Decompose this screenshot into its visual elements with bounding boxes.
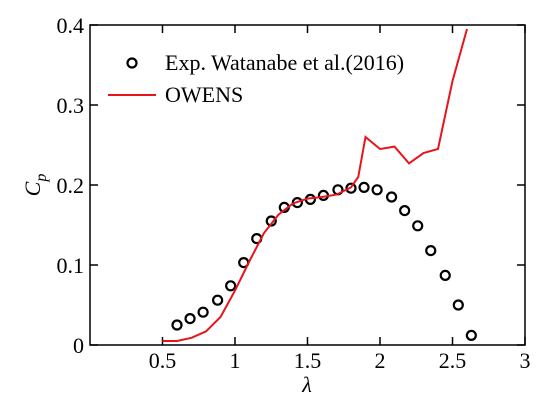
y-axis-label: Cp	[20, 174, 50, 197]
x-tick-label: 2.5	[439, 348, 467, 373]
x-axis-label: λ	[301, 372, 312, 397]
plot-area	[162, 28, 477, 342]
y-tick-label: 0.1	[57, 253, 85, 278]
x-tick-label: 1.5	[294, 348, 322, 373]
legend-label: OWENS	[165, 82, 243, 107]
y-tick-label: 0	[73, 333, 84, 358]
data-point	[171, 319, 183, 331]
x-tick-label: 0.5	[149, 348, 177, 373]
data-point	[412, 220, 424, 232]
data-point	[184, 313, 196, 325]
y-tick-label: 0.4	[57, 13, 85, 38]
data-point	[225, 280, 237, 292]
data-line	[162, 28, 468, 342]
x-tick-label: 2	[375, 348, 386, 373]
data-point	[452, 299, 464, 311]
data-point	[386, 191, 398, 203]
data-point	[197, 306, 209, 318]
data-point	[425, 245, 437, 257]
legend-label: Exp. Watanabe et al.(2016)	[165, 50, 404, 75]
data-point	[465, 329, 477, 341]
data-point	[439, 269, 451, 281]
y-tick-label: 0.2	[57, 173, 85, 198]
y-axis-label-main: C	[20, 181, 45, 196]
data-point	[212, 294, 224, 306]
x-tick-label: 1	[230, 348, 241, 373]
data-point	[358, 181, 370, 193]
legend-marker	[126, 57, 138, 69]
data-point	[399, 205, 411, 217]
data-point	[371, 184, 383, 196]
y-tick-label: 0.3	[57, 93, 85, 118]
data-point	[265, 215, 277, 227]
x-tick-label: 3	[520, 348, 531, 373]
y-axis-label-sub: p	[33, 174, 50, 183]
data-point	[345, 182, 357, 194]
